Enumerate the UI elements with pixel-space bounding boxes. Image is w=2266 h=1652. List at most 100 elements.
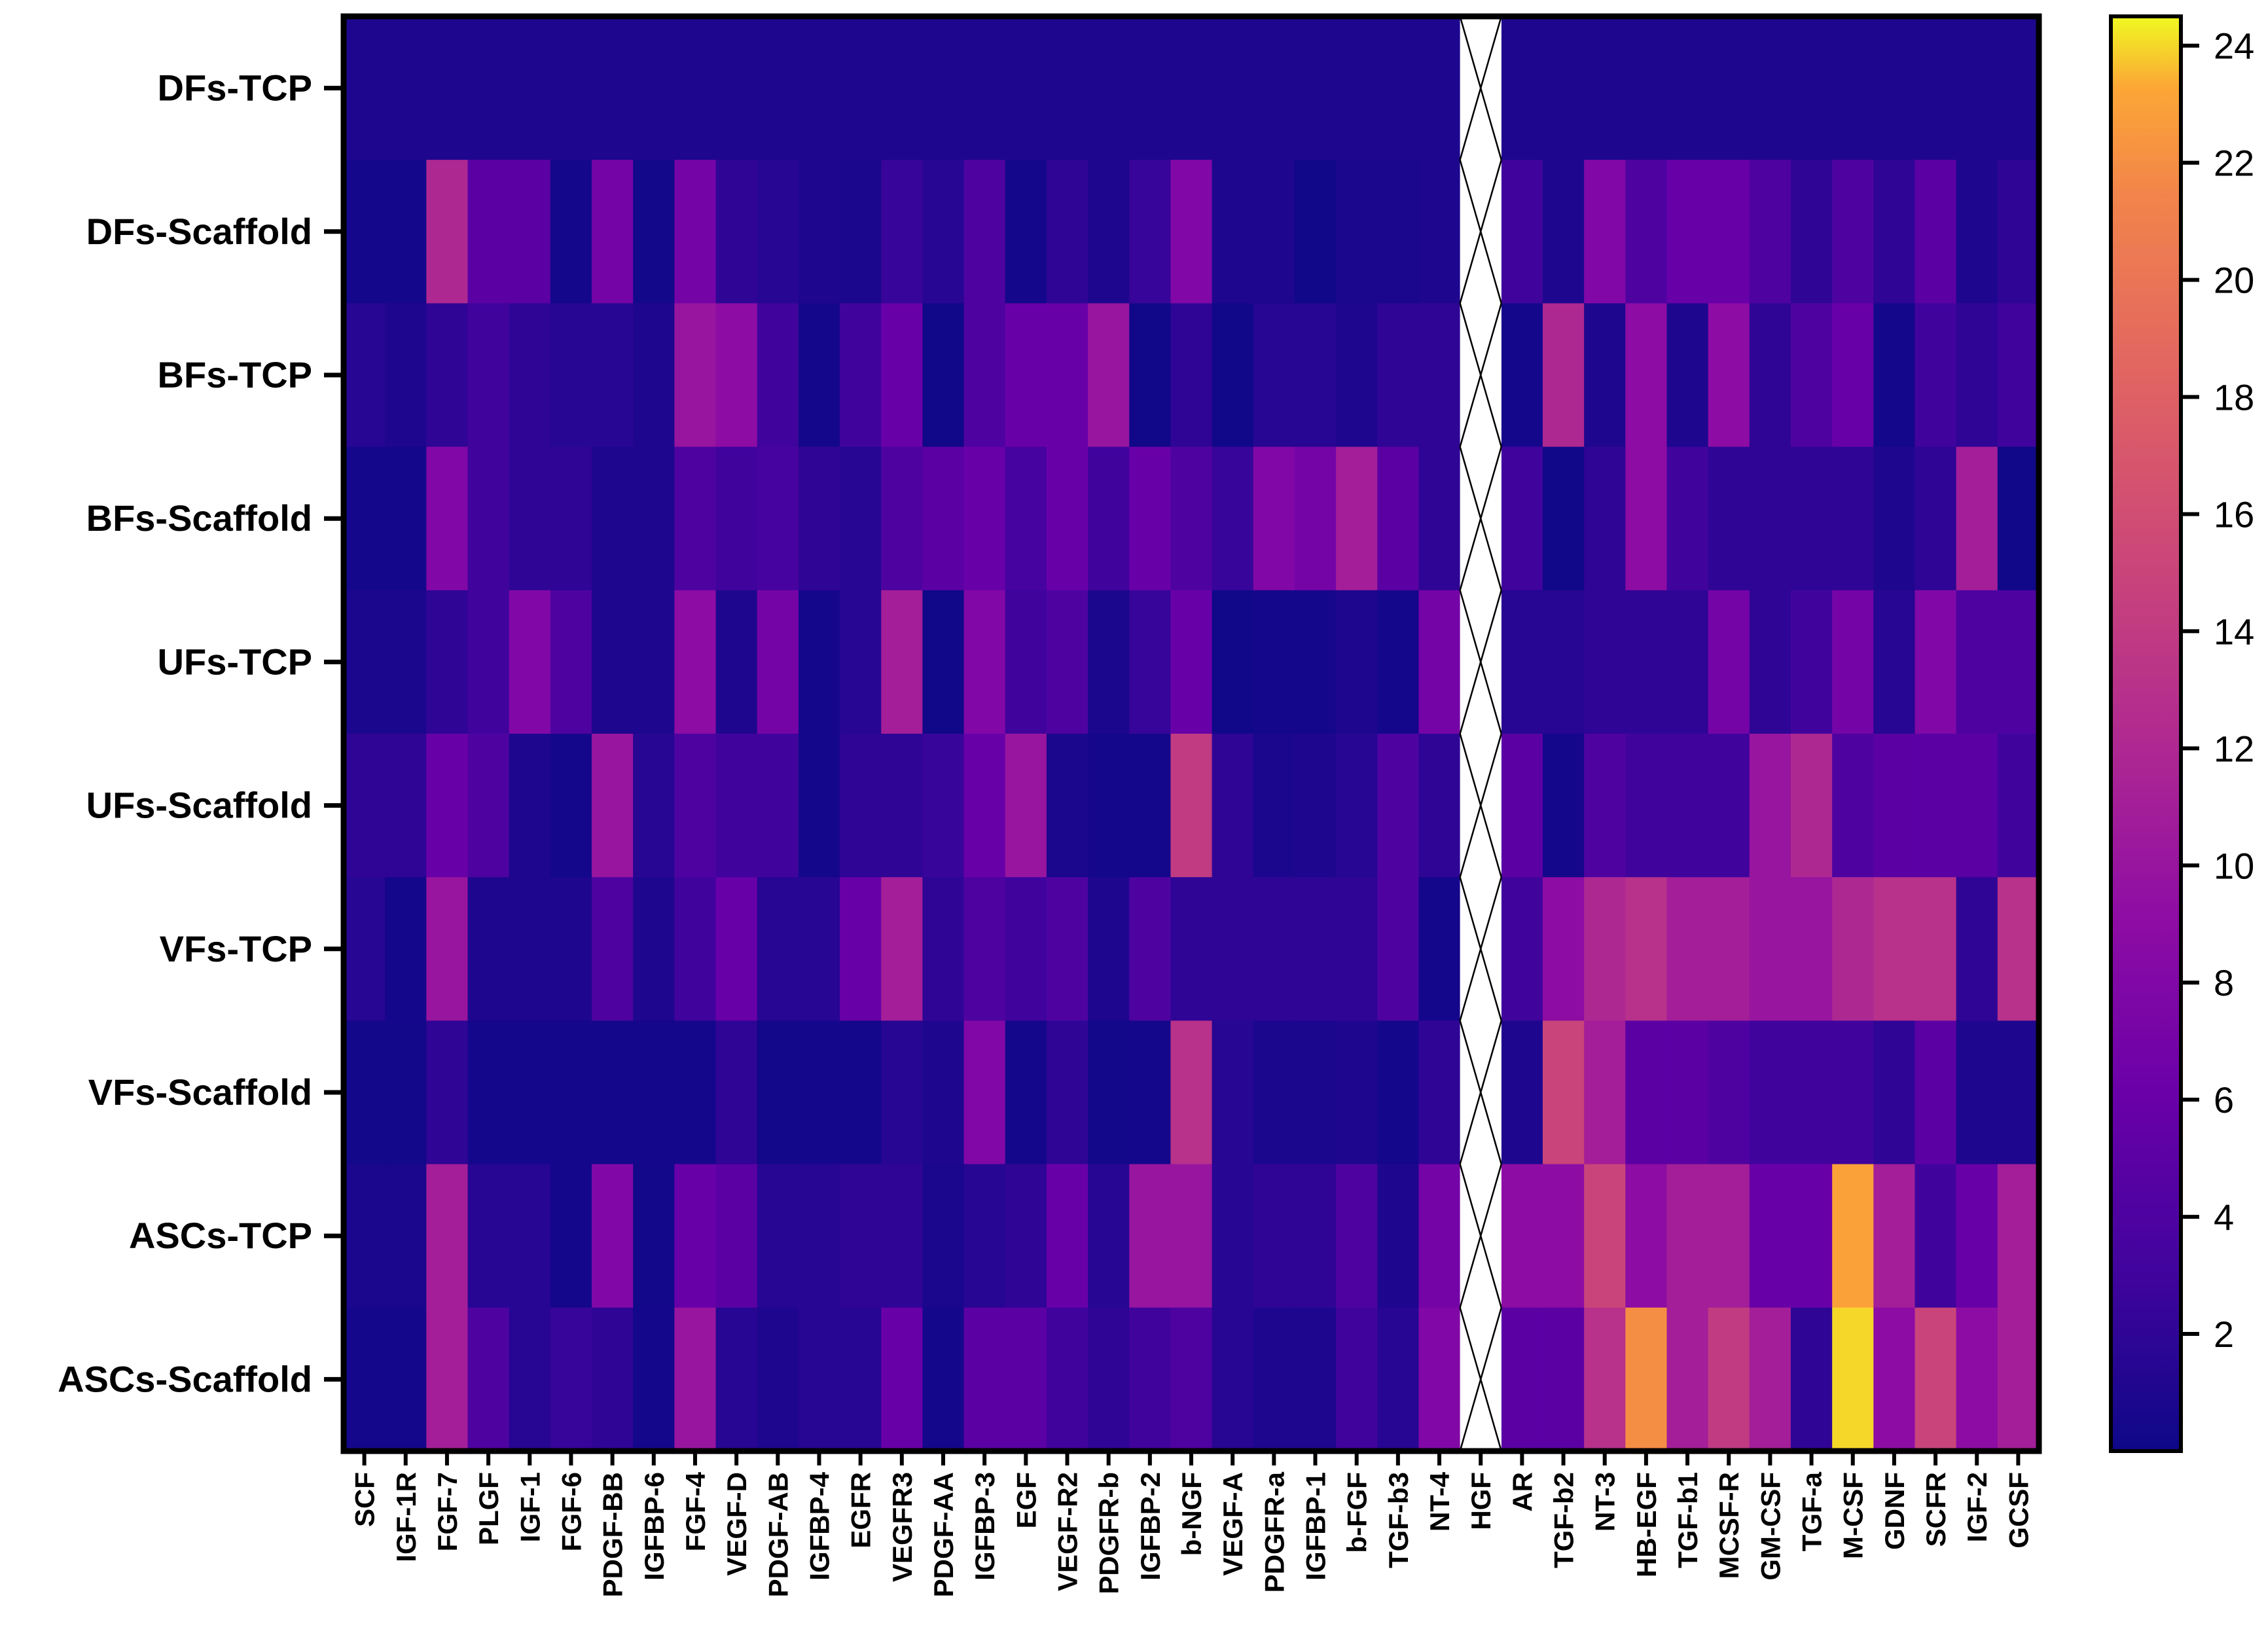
column-label: FGF-6 <box>556 1472 586 1551</box>
heatmap-cell <box>840 160 882 304</box>
heatmap-cell <box>1708 303 1750 448</box>
heatmap-cell <box>1749 1020 1791 1165</box>
colorbar-tick-label: 8 <box>2214 962 2234 1003</box>
heatmap-cell <box>881 446 923 591</box>
column-label: IGFBP-1 <box>1301 1472 1331 1581</box>
heatmap-cell <box>385 16 427 160</box>
heatmap-cell <box>1418 734 1461 878</box>
heatmap-cell <box>674 1164 717 1308</box>
heatmap-cell <box>840 590 882 734</box>
heatmap-cell <box>798 1307 840 1452</box>
heatmap-cell <box>1832 877 1874 1021</box>
heatmap-cell <box>1418 877 1461 1021</box>
heatmap-cell <box>1212 877 1254 1021</box>
heatmap-cell <box>757 160 799 304</box>
heatmap-cell <box>1708 1307 1750 1452</box>
heatmap-cell <box>1129 734 1172 878</box>
heatmap-cell <box>757 1307 799 1452</box>
heatmap-cell <box>1832 16 1874 160</box>
heatmap-cell <box>1915 877 1957 1021</box>
column-label: PDGF-AA <box>928 1472 959 1597</box>
heatmap-cell <box>1749 16 1791 160</box>
heatmap-cell <box>592 303 634 448</box>
heatmap-cell <box>674 1020 717 1165</box>
column-label: SCFR <box>1920 1472 1951 1547</box>
heatmap-cell <box>674 590 717 734</box>
heatmap-cell <box>840 734 882 878</box>
heatmap-cell <box>592 1307 634 1452</box>
heatmap-cell <box>1873 1307 1916 1452</box>
column-label: NT-3 <box>1590 1472 1621 1532</box>
heatmap-cell <box>963 590 1006 734</box>
heatmap-cell <box>1666 1307 1709 1452</box>
heatmap-cell <box>798 1020 840 1165</box>
heatmap-cell <box>1294 590 1337 734</box>
heatmap-cell <box>922 16 965 160</box>
heatmap-cell <box>1377 160 1420 304</box>
row-label: BFs-TCP <box>158 354 312 395</box>
heatmap-cell <box>757 446 799 591</box>
heatmap-cell <box>344 1307 386 1452</box>
heatmap-cell <box>467 1307 510 1452</box>
heatmap-cell <box>1253 160 1295 304</box>
heatmap-cell <box>1005 1307 1047 1452</box>
heatmap-cell <box>633 446 675 591</box>
heatmap-cell <box>1873 1020 1916 1165</box>
heatmap-cell <box>963 1020 1006 1165</box>
heatmap-cell <box>1418 16 1461 160</box>
heatmap-cell <box>467 303 510 448</box>
heatmap-cell <box>467 16 510 160</box>
heatmap-cell <box>1915 1307 1957 1452</box>
heatmap-cell <box>1542 590 1585 734</box>
colorbar-tick-label: 16 <box>2214 494 2254 535</box>
heatmap-cell <box>1956 1164 1998 1308</box>
heatmap-cell <box>1212 734 1254 878</box>
heatmap-cell <box>1336 160 1378 304</box>
heatmap-cell <box>1790 734 1833 878</box>
heatmap-cell <box>674 734 717 878</box>
column-label: IGFBP-6 <box>639 1472 670 1581</box>
heatmap-cell <box>1584 1020 1626 1165</box>
heatmap-cell <box>1708 1164 1750 1308</box>
heatmap-cell <box>592 590 634 734</box>
heatmap-cell <box>1666 590 1709 734</box>
heatmap-cell <box>922 734 965 878</box>
heatmap-cell <box>1212 446 1254 591</box>
heatmap-cell <box>1956 303 1998 448</box>
heatmap-cell <box>1253 590 1295 734</box>
heatmap-cell <box>1005 303 1047 448</box>
heatmap-cell <box>385 1307 427 1452</box>
heatmap-cell <box>922 1020 965 1165</box>
heatmap-cell <box>1294 16 1337 160</box>
heatmap-cell <box>1005 160 1047 304</box>
heatmap-cell <box>1542 446 1585 591</box>
missing-cross-line <box>1459 733 1502 878</box>
row-label: VFs-Scaffold <box>88 1071 312 1113</box>
heatmap-cell <box>1832 160 1874 304</box>
heatmap-cell <box>715 734 758 878</box>
heatmap-cell <box>1542 877 1585 1021</box>
heatmap-cell <box>1584 1307 1626 1452</box>
heatmap-cell <box>1046 734 1088 878</box>
heatmap-cell <box>881 16 923 160</box>
heatmap-cell <box>674 160 717 304</box>
heatmap-cell <box>1418 1020 1461 1165</box>
heatmap-cell <box>385 446 427 591</box>
heatmap-cell <box>1170 446 1213 591</box>
heatmap-cell <box>426 1020 469 1165</box>
heatmap-cell <box>1170 303 1213 448</box>
heatmap-cell <box>963 446 1006 591</box>
heatmap-cell <box>1584 303 1626 448</box>
heatmap-cell <box>1170 1307 1213 1452</box>
heatmap-cell <box>385 877 427 1021</box>
heatmap-cell <box>715 590 758 734</box>
heatmap-cell <box>1212 1020 1254 1165</box>
heatmap-cell <box>1666 1164 1709 1308</box>
heatmap-cell <box>1790 160 1833 304</box>
heatmap-cell <box>1708 590 1750 734</box>
column-label: TGF-b2 <box>1549 1472 1579 1568</box>
column-label: IGF-1R <box>391 1472 422 1562</box>
column-label: HB-EGF <box>1631 1472 1662 1577</box>
heatmap-cell <box>1129 590 1172 734</box>
heatmap-cell <box>798 877 840 1021</box>
